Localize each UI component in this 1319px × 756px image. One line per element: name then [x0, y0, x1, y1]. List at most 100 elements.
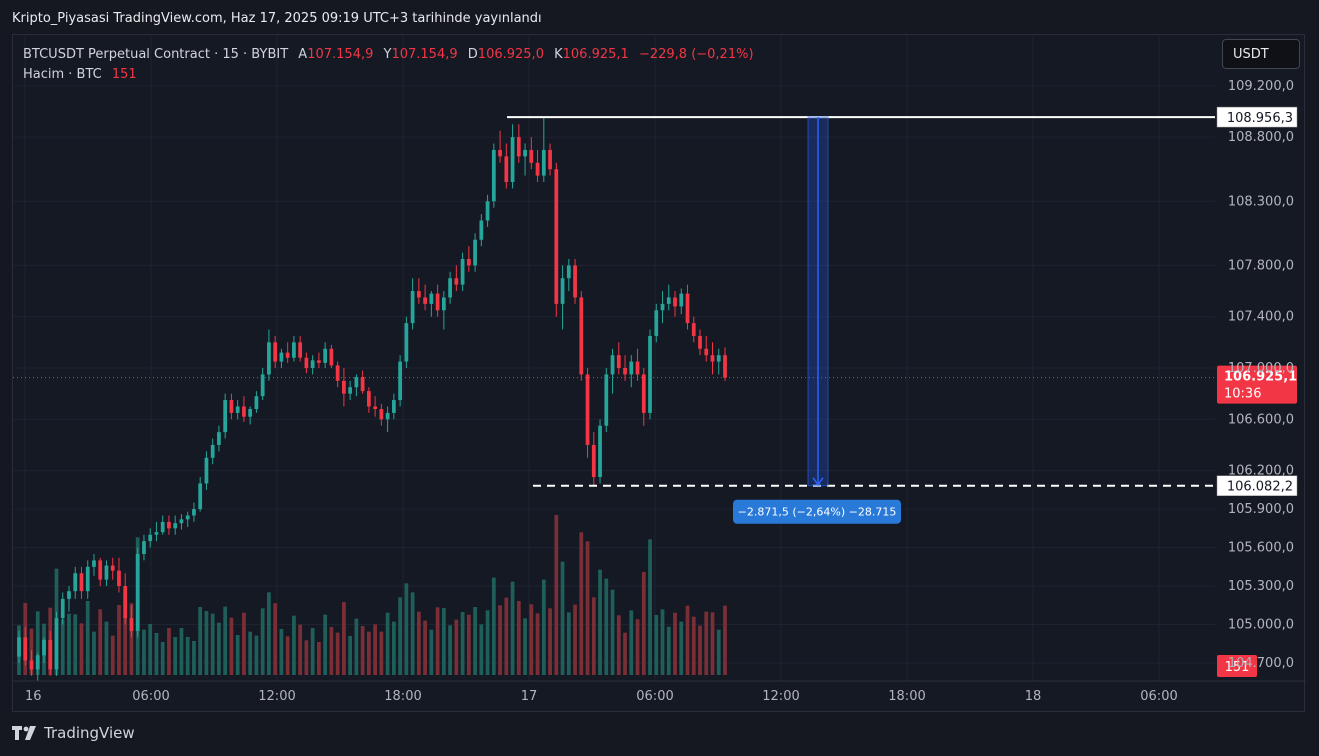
candle-body — [217, 432, 221, 445]
candle-body — [335, 365, 340, 381]
volume-bar — [367, 631, 371, 675]
volume-bar — [673, 612, 677, 675]
candle-body — [110, 565, 115, 571]
candle-body — [623, 368, 627, 375]
volume-bar — [73, 614, 78, 675]
candle-body — [348, 387, 353, 394]
volume-bar — [142, 629, 146, 675]
footer-brand[interactable]: TradingView — [12, 724, 135, 742]
candle-body — [142, 541, 146, 554]
candle-body — [254, 396, 259, 410]
volume-bar — [554, 515, 559, 675]
volume-bar — [666, 626, 671, 675]
candle-body — [648, 335, 652, 413]
countdown-label: 10:36 — [1224, 387, 1261, 402]
volume-bar — [60, 619, 65, 675]
volume-badge-bg — [1217, 655, 1257, 677]
candle-body — [529, 149, 534, 163]
candle-body — [579, 297, 584, 375]
candle-body — [691, 323, 696, 336]
volume-bar — [704, 611, 709, 675]
candle-body — [548, 149, 552, 170]
price-tick-label: 105.000,0 — [1228, 618, 1294, 633]
candle-body — [248, 409, 253, 417]
candle-body — [192, 509, 196, 516]
chart-canvas[interactable]: 108.956,3 106.082,2 −2.871,5 (−2,64%) −28.… — [13, 35, 1306, 713]
volume-bar — [685, 605, 690, 675]
volume-label[interactable]: Hacim · BTC — [23, 67, 102, 82]
high-value: 107.154,9 — [391, 47, 458, 62]
volume-bar — [117, 605, 121, 675]
candle-body — [604, 374, 609, 426]
candle-body — [391, 400, 396, 413]
candle-body — [566, 265, 571, 279]
volume-bar — [466, 614, 471, 675]
volume-bar — [391, 621, 396, 675]
measure-label-bg — [733, 499, 901, 524]
chart-panel[interactable]: 108.956,3 106.082,2 −2.871,5 (−2,64%) −28.… — [12, 34, 1306, 713]
candle-body — [610, 355, 615, 375]
volume-bar — [85, 601, 90, 675]
candle-body — [473, 239, 477, 266]
candle-body — [273, 342, 278, 362]
volume-bar — [329, 627, 334, 675]
volume-bar — [92, 631, 96, 675]
candle-body — [441, 297, 446, 311]
volume-bar — [198, 607, 203, 675]
volume-bar — [510, 581, 515, 675]
volume-bar — [585, 541, 590, 675]
volume-bar — [248, 631, 253, 675]
candle-body — [573, 265, 577, 298]
volume-bar — [360, 626, 365, 675]
candle-body — [385, 412, 390, 420]
candle-layer — [17, 117, 727, 681]
candle-body — [267, 342, 271, 375]
volume-bar — [267, 592, 271, 675]
candle-body — [616, 355, 621, 368]
candle-body — [585, 374, 590, 445]
volume-bar — [723, 605, 727, 675]
candle-body — [723, 355, 727, 378]
volume-bar — [217, 622, 221, 675]
candle-body — [354, 376, 359, 388]
legend-symbol[interactable]: BTCUSDT Perpetual Contract · 15 · BYBIT — [23, 47, 289, 62]
volume-bar — [491, 577, 496, 675]
candle-body — [541, 149, 546, 176]
volume-bar — [79, 623, 84, 675]
volume-bar — [529, 604, 534, 675]
candle-body — [716, 355, 721, 362]
volume-bar — [379, 631, 384, 675]
candle-body — [204, 457, 209, 484]
candle-body — [54, 618, 59, 670]
volume-bar — [435, 607, 440, 675]
volume-bar — [604, 578, 609, 675]
volume-bar — [204, 611, 209, 675]
currency-button[interactable]: USDT — [1222, 39, 1300, 69]
volume-bar — [629, 610, 634, 675]
volume-bar — [623, 632, 627, 675]
candle-body — [523, 149, 527, 157]
volume-bar — [535, 613, 540, 675]
volume-bar — [448, 625, 452, 675]
volume-bar — [123, 592, 128, 675]
time-tick-label: 18:00 — [384, 689, 421, 704]
time-tick-label: 16 — [25, 689, 42, 704]
volume-badge: 151 — [1225, 660, 1250, 675]
candle-body — [17, 637, 21, 657]
volume-bar — [579, 532, 584, 675]
candle-body — [310, 360, 315, 368]
price-tick-label: 108.800,0 — [1228, 130, 1294, 145]
volume-bar — [179, 628, 184, 675]
volume-bar — [317, 642, 321, 675]
volume-bar — [273, 603, 278, 675]
volume-bar — [229, 617, 234, 675]
time-tick-label: 06:00 — [636, 689, 673, 704]
time-tick-label: 18:00 — [888, 689, 925, 704]
volume-bar — [429, 629, 434, 675]
candle-body — [279, 352, 284, 362]
volume-bar — [404, 583, 409, 675]
volume-bar — [416, 611, 421, 675]
candle-body — [154, 532, 159, 535]
candle-body — [598, 425, 602, 478]
low-label: D — [467, 47, 478, 62]
